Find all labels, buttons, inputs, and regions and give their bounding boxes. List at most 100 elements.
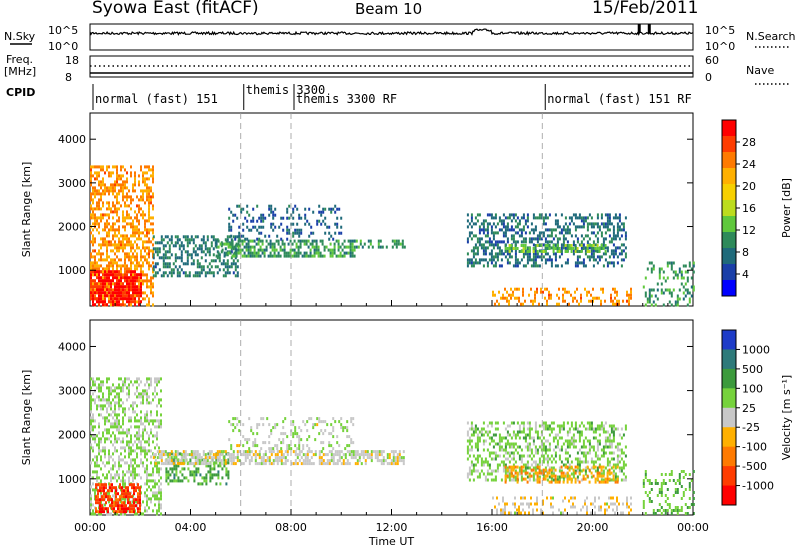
- scatter-cell: [518, 457, 521, 461]
- scatter-cell: [126, 431, 128, 435]
- scatter-cell: [272, 222, 275, 226]
- scatter-cell: [550, 430, 553, 434]
- scatter-cell: [496, 466, 499, 470]
- scatter-cell: [576, 250, 579, 253]
- scatter-cell: [148, 440, 150, 444]
- scatter-cell: [512, 463, 515, 467]
- scatter-cell: [104, 422, 106, 426]
- scatter-cell: [522, 213, 525, 217]
- scatter-cell: [350, 456, 353, 460]
- scatter-cell: [562, 240, 565, 244]
- scatter-cell: [546, 234, 549, 238]
- scatter-cell: [108, 398, 110, 402]
- scatter-cell: [256, 462, 259, 466]
- scatter-cell: [218, 462, 221, 466]
- scatter-cell: [538, 436, 541, 440]
- scatter-cell: [502, 436, 505, 440]
- scatter-cell: [488, 240, 491, 244]
- scatter-cell: [612, 225, 615, 229]
- scatter-cell: [106, 386, 108, 390]
- scatter-cell: [268, 456, 271, 460]
- scatter-cell: [212, 274, 215, 278]
- scatter-cell: [132, 401, 134, 405]
- scatter-cell: [242, 462, 245, 466]
- scatter-cell: [542, 219, 545, 223]
- scatter-cell: [102, 168, 104, 172]
- scatter-cell: [592, 240, 595, 244]
- scatter-cell: [127, 489, 129, 493]
- scatter-cell: [196, 459, 199, 463]
- scatter-cell: [624, 234, 627, 238]
- scatter-cell: [478, 430, 481, 434]
- scatter-cell: [510, 228, 513, 232]
- scatter-cell: [470, 219, 473, 223]
- scatter-cell: [334, 450, 337, 454]
- scatter-cell: [556, 219, 559, 223]
- scatter-cell: [488, 451, 491, 455]
- scatter-cell: [148, 395, 150, 399]
- scatter-cell: [486, 469, 489, 473]
- scatter-cell: [158, 500, 160, 504]
- scatter-cell: [490, 421, 493, 425]
- scatter-cell: [114, 434, 116, 438]
- scatter-cell: [566, 460, 569, 464]
- scatter-cell: [116, 386, 118, 390]
- scatter-cell: [612, 231, 615, 235]
- scatter-cell: [622, 299, 624, 303]
- scatter-cell: [612, 216, 615, 220]
- scatter-cell: [102, 294, 104, 298]
- scatter-cell: [222, 268, 225, 272]
- scatter-cell: [337, 245, 340, 249]
- scatter-cell: [339, 251, 342, 255]
- scatter-cell: [612, 237, 615, 241]
- scatter-cell: [490, 472, 493, 476]
- scatter-cell: [106, 231, 108, 235]
- scatter-cell: [592, 244, 595, 247]
- scatter-cell: [178, 265, 181, 269]
- scatter-cell: [146, 231, 148, 235]
- scatter-cell: [122, 165, 124, 169]
- scatter-cell: [594, 234, 597, 238]
- scatter-cell: [512, 293, 514, 297]
- scatter-cell: [614, 296, 616, 300]
- scatter-cell: [490, 240, 493, 244]
- scatter-cell: [199, 473, 202, 477]
- scatter-cell: [138, 261, 140, 265]
- scatter-cell: [560, 448, 563, 452]
- scatter-cell: [566, 225, 569, 229]
- scatter-cell: [160, 274, 163, 278]
- scatter-cell: [608, 222, 611, 226]
- scatter-cell: [164, 271, 167, 275]
- scatter-cell: [556, 293, 558, 297]
- scatter-cell: [135, 504, 137, 508]
- scatter-cell: [692, 261, 695, 265]
- scatter-cell: [180, 453, 183, 457]
- scatter-cell: [330, 453, 333, 457]
- scatter-cell: [292, 432, 295, 436]
- scatter-cell: [550, 421, 553, 425]
- scatter-cell: [270, 225, 273, 229]
- scatter-cell: [237, 239, 240, 243]
- scatter-cell: [214, 259, 217, 263]
- scatter-cell: [309, 248, 312, 252]
- scatter-cell: [134, 449, 136, 453]
- scatter-cell: [110, 407, 112, 411]
- scatter-cell: [488, 442, 491, 446]
- scatter-cell: [126, 377, 128, 381]
- scatter-cell: [330, 207, 333, 211]
- scatter-cell: [520, 457, 523, 461]
- scatter-cell: [118, 413, 120, 417]
- scatter-cell: [158, 485, 160, 489]
- y-tick-label: 3000: [58, 177, 86, 190]
- scatter-cell: [502, 231, 505, 235]
- scatter-cell: [170, 268, 173, 272]
- scatter-cell: [538, 234, 541, 238]
- scatter-cell: [266, 417, 269, 421]
- scatter-cell: [217, 245, 220, 249]
- scatter-cell: [184, 459, 187, 463]
- scatter-cell: [286, 453, 289, 457]
- scatter-cell: [512, 290, 514, 294]
- scatter-cell: [110, 207, 112, 211]
- scatter-cell: [620, 234, 623, 238]
- scatter-cell: [202, 238, 205, 242]
